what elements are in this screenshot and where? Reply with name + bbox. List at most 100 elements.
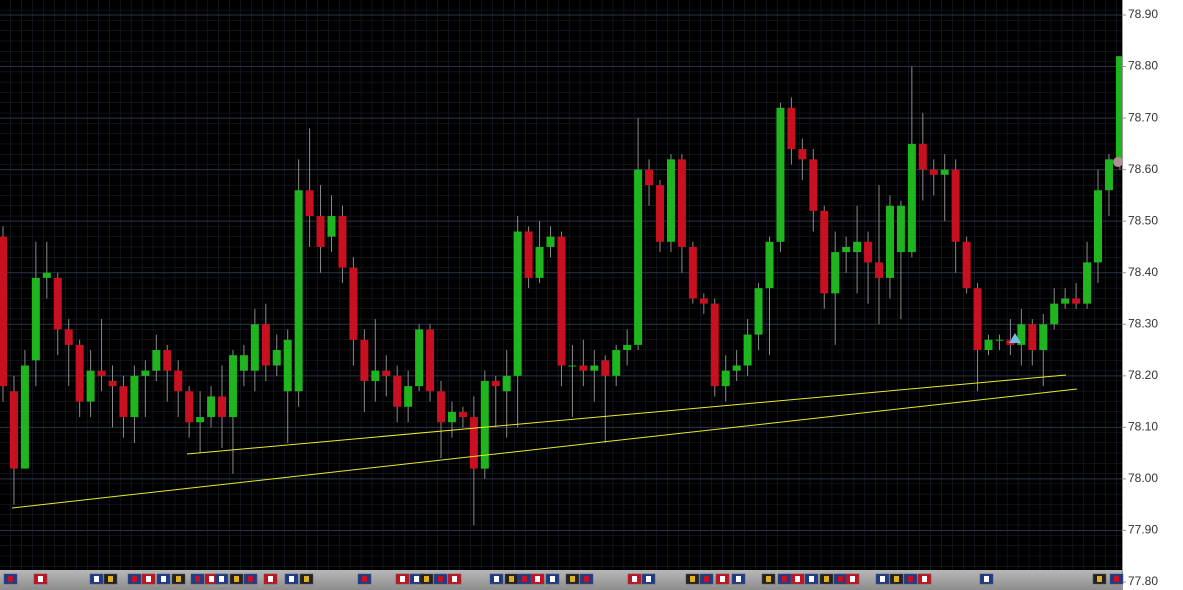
candle-body [732,365,741,371]
candle-body [426,329,435,392]
candle-body [743,334,752,366]
candle-body [1094,190,1102,263]
candle-body [502,375,511,392]
signal-marker [1009,333,1021,343]
flag-stripe [922,576,927,582]
candle-body [86,370,95,402]
y-tick-label: 77.90 [1128,523,1158,537]
candle-body [404,386,413,407]
candle-body [469,417,478,469]
candle-body [798,149,807,160]
flag-stripe [400,576,405,582]
flag-stripe [362,576,367,582]
candle-body [568,365,577,367]
candle-body [108,380,117,387]
candle-body [0,236,7,387]
flag-stripe [550,576,555,582]
candle-body [42,272,51,278]
candle-body [524,231,533,278]
flag-stripe [736,576,741,582]
candle-body [634,169,643,345]
candle-body [513,231,522,376]
news-flags [3,573,1124,585]
candle-body [360,339,369,381]
y-tick-label: 78.70 [1128,110,1158,124]
candle-body [294,190,303,392]
flag-stripe [494,576,499,582]
candle-body [929,169,938,175]
candle-body [787,107,796,150]
flag-stripe [850,576,855,582]
flag-stripe [894,576,899,582]
flag-stripe [195,576,200,582]
candle-body [710,303,719,387]
candle-body [228,355,237,418]
y-tick-label: 78.50 [1128,213,1158,227]
candle-body [1083,262,1092,304]
candle-body [765,241,774,289]
candle-body [809,159,818,211]
candle-body [349,267,358,340]
candle-body [699,298,708,304]
candle-body [896,205,905,253]
flag-stripe [809,576,814,582]
candle-body [458,411,467,418]
candle-body [1017,324,1026,345]
candle-body [480,380,489,469]
candle-body [579,365,588,371]
candle-body [776,107,785,242]
candle-body [174,370,183,392]
flag-stripe [161,576,166,582]
candle-body [721,370,730,387]
candle-body [31,277,40,361]
flag-stripe [720,576,725,582]
candle-body [623,344,632,351]
flag-stripe [289,576,294,582]
y-tick-label: 78.30 [1128,316,1158,330]
flag-stripe [782,576,787,582]
candle-body [853,241,862,253]
candle-body [415,329,424,387]
candle-body [984,339,993,351]
candle-body [1028,324,1037,351]
candle-body [842,246,851,253]
candle-body [601,360,610,376]
candle-body [907,143,916,253]
flag-stripe [646,576,651,582]
trend-line [186,374,1067,455]
flag-stripe [234,576,239,582]
candle-body [447,411,456,423]
candle-body [239,355,248,371]
candle-body [130,375,139,418]
candle-body [491,380,500,387]
price-marker [1113,157,1122,167]
candle-body [875,262,883,278]
candle-body [612,350,621,376]
candle-body [20,365,29,469]
y-tick-label: 78.40 [1128,265,1158,279]
candle-body [163,350,172,371]
candle-body [207,396,216,418]
candle-body [590,365,599,371]
flag-stripe [438,576,443,582]
flag-stripe [632,576,637,582]
flag-stripe [880,576,885,582]
flag-stripe [8,576,13,582]
flag-stripe [908,576,913,582]
flag-stripe [984,576,989,582]
flag-stripe [452,576,457,582]
candle-body [327,216,336,237]
flag-stripe [584,576,589,582]
candle-body [196,417,205,423]
candle-body [645,169,654,186]
candle-body [1072,298,1081,304]
flag-stripe [570,576,575,582]
flag-stripe [1114,576,1119,582]
candle-body [973,288,982,351]
candle-body [53,277,62,330]
flag-stripe [522,576,527,582]
candle-body [995,339,1004,341]
flag-stripe [535,576,540,582]
candle-body [754,288,763,335]
flag-stripe [824,576,829,582]
